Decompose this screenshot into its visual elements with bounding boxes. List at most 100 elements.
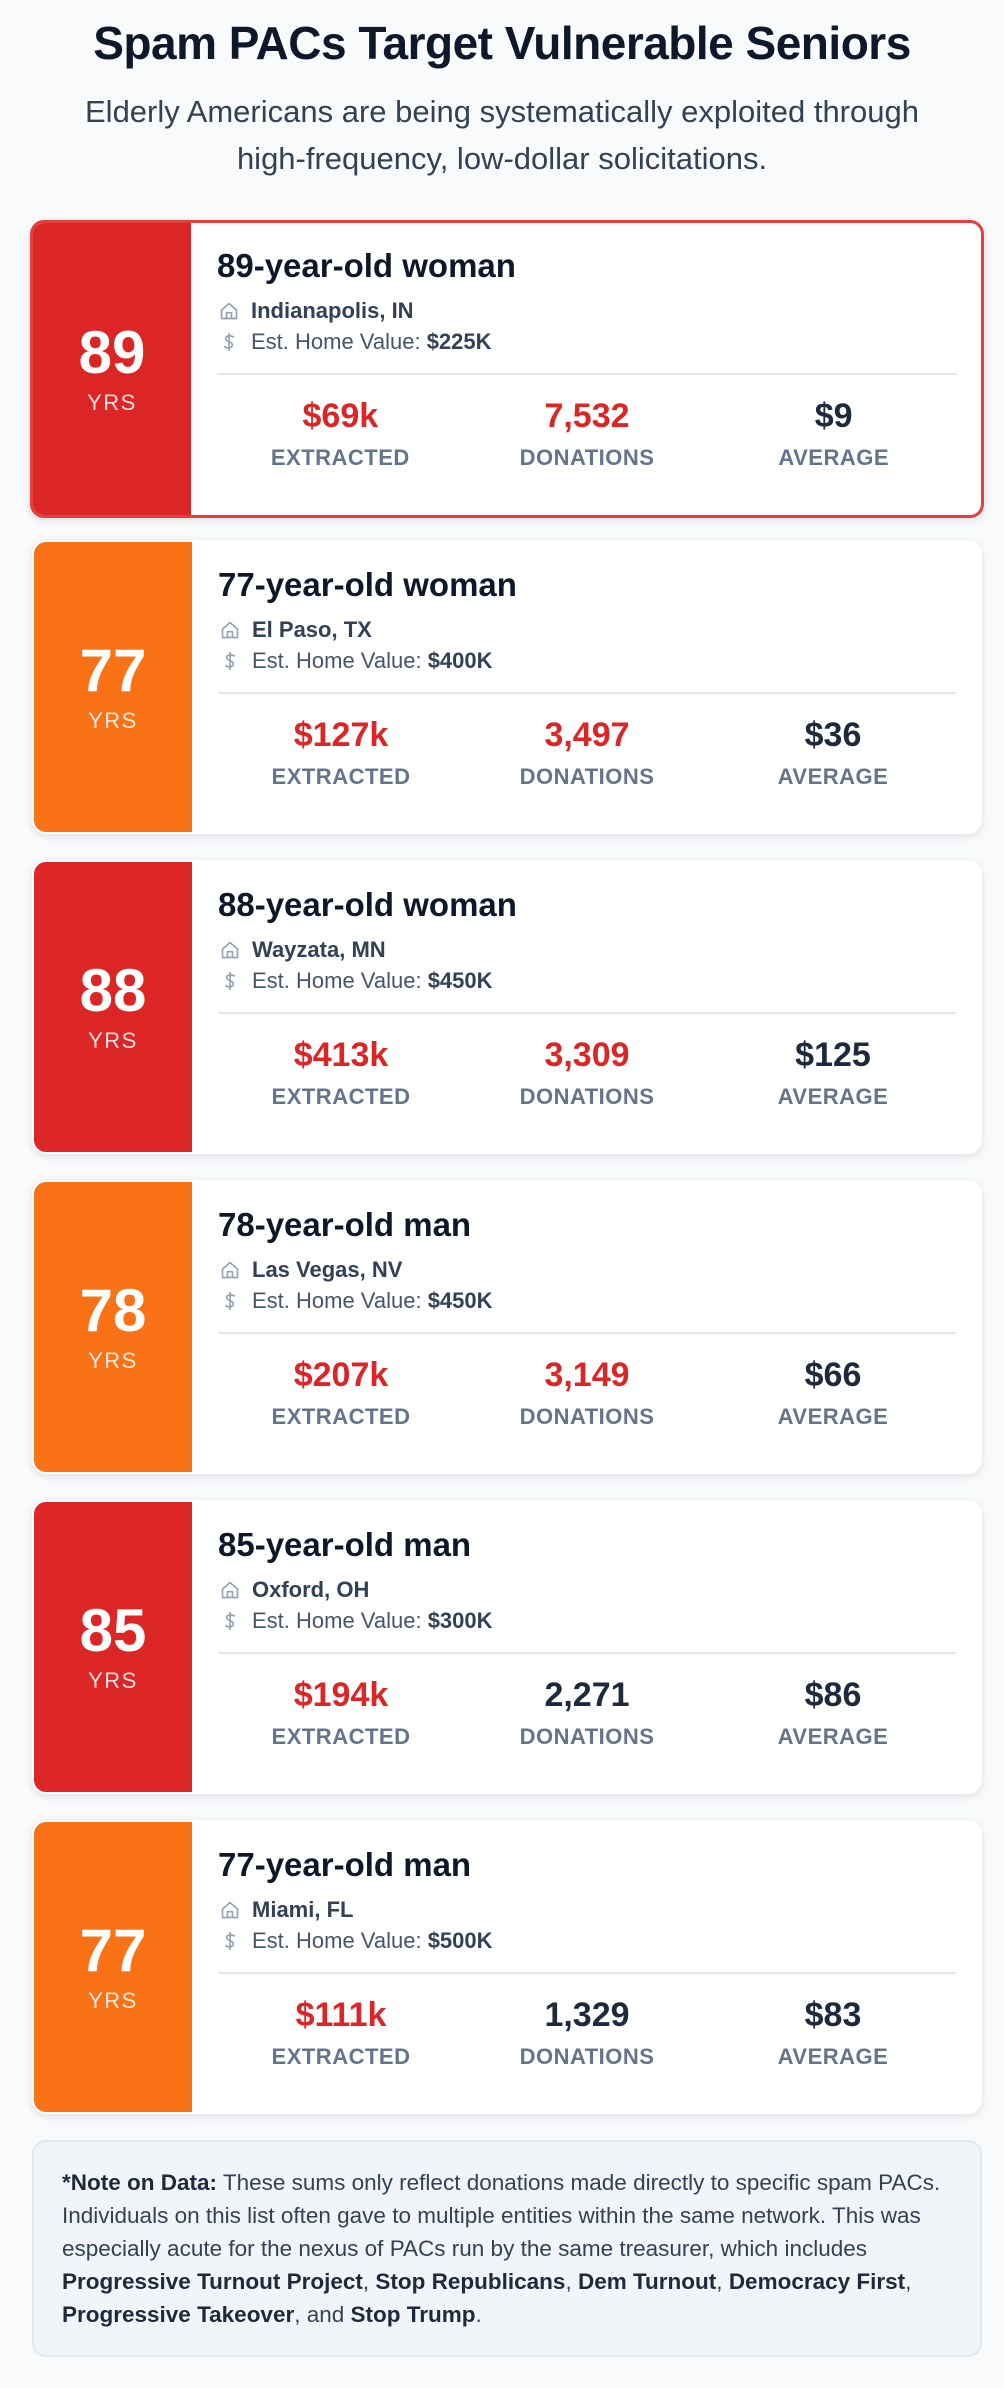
divider bbox=[218, 1972, 956, 1974]
age-number: 85 bbox=[79, 1597, 147, 1664]
home-icon bbox=[218, 938, 242, 962]
home-value-row: Est. Home Value: $225K bbox=[217, 326, 957, 357]
age-number: 89 bbox=[78, 319, 146, 386]
pac-name: Progressive Takeover bbox=[62, 2302, 295, 2327]
stat-extracted: $111k EXTRACTED bbox=[218, 1996, 464, 2070]
stat-average: $9 AVERAGE bbox=[710, 397, 957, 471]
extracted-label: EXTRACTED bbox=[271, 2044, 411, 2069]
home-value-label: Est. Home Value: bbox=[252, 647, 422, 673]
note-separator: , bbox=[362, 2269, 376, 2294]
home-icon bbox=[218, 618, 242, 642]
note-text: These sums only reflect donations made d… bbox=[62, 2170, 941, 2261]
stat-donations: 3,149 DONATIONS bbox=[464, 1356, 710, 1430]
dollar-icon bbox=[218, 1289, 242, 1313]
donations-label: DONATIONS bbox=[519, 764, 655, 789]
extracted-label: EXTRACTED bbox=[270, 445, 410, 470]
average-value: $66 bbox=[804, 1356, 862, 1394]
stat-average: $66 AVERAGE bbox=[710, 1356, 956, 1430]
average-label: AVERAGE bbox=[777, 2044, 889, 2069]
page-title: Spam PACs Target Vulnerable Seniors bbox=[93, 17, 911, 69]
extracted-label: EXTRACTED bbox=[271, 1724, 411, 1749]
donations-label: DONATIONS bbox=[519, 1724, 655, 1749]
person-title: 88-year-old woman bbox=[218, 886, 517, 923]
divider bbox=[218, 1652, 956, 1654]
data-note: *Note on Data: These sums only reflect d… bbox=[32, 2140, 982, 2357]
home-value-label: Est. Home Value: bbox=[252, 1287, 422, 1313]
person-title: 85-year-old man bbox=[218, 1526, 472, 1563]
age-unit: YRS bbox=[87, 390, 137, 415]
age-unit: YRS bbox=[88, 708, 138, 733]
victim-card: 85 YRS 85-year-old man Oxford, OH Est. H… bbox=[32, 1500, 982, 1794]
extracted-label: EXTRACTED bbox=[271, 1404, 411, 1429]
donations-label: DONATIONS bbox=[519, 445, 655, 470]
home-icon bbox=[218, 1578, 242, 1602]
donations-value: 2,271 bbox=[544, 1676, 630, 1714]
stat-donations: 2,271 DONATIONS bbox=[464, 1676, 710, 1750]
note-separator: , bbox=[565, 2269, 578, 2294]
dollar-icon bbox=[218, 969, 242, 993]
age-badge: 78 YRS bbox=[34, 1182, 192, 1472]
note-separator: , and bbox=[294, 2302, 351, 2327]
age-unit: YRS bbox=[88, 1028, 138, 1053]
dollar-icon bbox=[218, 649, 242, 673]
stat-extracted: $69k EXTRACTED bbox=[217, 397, 464, 471]
average-value: $36 bbox=[804, 716, 862, 754]
home-value: $450K bbox=[427, 967, 493, 993]
card-body: 88-year-old woman Wayzata, MN Est. Home … bbox=[192, 862, 980, 1152]
card-body: 77-year-old woman El Paso, TX Est. Home … bbox=[192, 542, 980, 832]
location-row: Wayzata, MN bbox=[218, 934, 956, 965]
age-badge: 89 YRS bbox=[33, 223, 191, 515]
note-separator: , bbox=[905, 2269, 912, 2294]
average-label: AVERAGE bbox=[777, 764, 889, 789]
extracted-value: $413k bbox=[293, 1036, 389, 1074]
stat-average: $83 AVERAGE bbox=[710, 1996, 956, 2070]
age-number: 88 bbox=[79, 957, 147, 1024]
divider bbox=[217, 373, 957, 375]
age-number: 78 bbox=[79, 1277, 147, 1344]
stats-row: $194k EXTRACTED 2,271 DONATIONS $86 AVER… bbox=[218, 1676, 956, 1750]
divider bbox=[218, 692, 956, 694]
location-text: El Paso, TX bbox=[252, 616, 372, 642]
location-row: Miami, FL bbox=[218, 1894, 956, 1925]
home-icon bbox=[218, 1258, 242, 1282]
home-value-label: Est. Home Value: bbox=[252, 1607, 422, 1633]
pac-name: Stop Republicans bbox=[375, 2269, 566, 2294]
average-value: $9 bbox=[814, 397, 853, 435]
stat-donations: 7,532 DONATIONS bbox=[464, 397, 711, 471]
age-unit: YRS bbox=[88, 1668, 138, 1693]
average-value: $86 bbox=[804, 1676, 862, 1714]
stat-extracted: $207k EXTRACTED bbox=[218, 1356, 464, 1430]
extracted-value: $127k bbox=[293, 716, 389, 754]
location-row: Indianapolis, IN bbox=[217, 295, 957, 326]
note-separator: , bbox=[716, 2269, 729, 2294]
location-text: Wayzata, MN bbox=[252, 936, 386, 962]
home-value-row: Est. Home Value: $500K bbox=[218, 1925, 956, 1956]
home-value-row: Est. Home Value: $450K bbox=[218, 965, 956, 996]
donations-value: 3,149 bbox=[544, 1356, 630, 1394]
home-value-row: Est. Home Value: $400K bbox=[218, 645, 956, 676]
dollar-icon bbox=[217, 330, 241, 354]
average-value: $83 bbox=[804, 1996, 862, 2034]
donations-label: DONATIONS bbox=[519, 2044, 655, 2069]
stat-donations: 3,309 DONATIONS bbox=[464, 1036, 710, 1110]
age-number: 77 bbox=[79, 1917, 147, 1984]
donations-label: DONATIONS bbox=[519, 1084, 655, 1109]
stats-row: $111k EXTRACTED 1,329 DONATIONS $83 AVER… bbox=[218, 1996, 956, 2070]
average-label: AVERAGE bbox=[778, 445, 890, 470]
average-value: $125 bbox=[795, 1036, 871, 1074]
person-title: 77-year-old man bbox=[218, 1846, 472, 1883]
location-text: Miami, FL bbox=[252, 1896, 354, 1922]
home-value-row: Est. Home Value: $300K bbox=[218, 1605, 956, 1636]
note-lead: *Note on Data: bbox=[62, 2170, 218, 2195]
donations-value: 3,309 bbox=[544, 1036, 630, 1074]
stats-row: $413k EXTRACTED 3,309 DONATIONS $125 AVE… bbox=[218, 1036, 956, 1110]
stat-extracted: $127k EXTRACTED bbox=[218, 716, 464, 790]
stat-donations: 3,497 DONATIONS bbox=[464, 716, 710, 790]
pac-name: Democracy First bbox=[728, 2269, 906, 2294]
extracted-value: $69k bbox=[302, 397, 379, 435]
average-label: AVERAGE bbox=[777, 1084, 889, 1109]
home-value: $400K bbox=[427, 647, 493, 673]
victim-card-list: 89 YRS 89-year-old woman Indianapolis, I… bbox=[30, 220, 984, 2114]
pac-name: Progressive Turnout Project bbox=[62, 2269, 363, 2294]
dollar-icon bbox=[218, 1609, 242, 1633]
